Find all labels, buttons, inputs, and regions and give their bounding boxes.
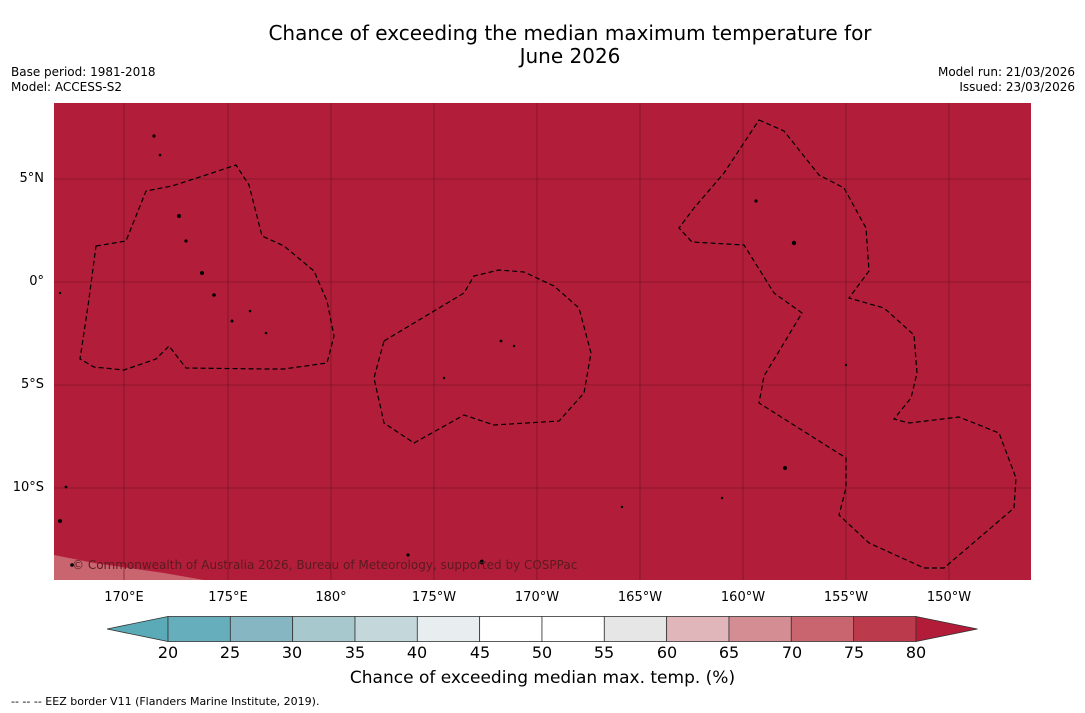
longitude-label-155w: 155°W	[823, 590, 869, 605]
eez-border-line-islands	[678, 119, 1017, 569]
colorbar-tick-80: 80	[905, 643, 927, 662]
colorbar-segment-75-80	[853, 616, 917, 642]
colorbar-tick-50: 50	[531, 643, 553, 662]
latitude-label-0: 0°	[29, 274, 44, 289]
issued-date: Issued: 23/03/2026	[959, 80, 1075, 94]
longitude-label-170w: 170°W	[514, 590, 560, 605]
eez-borders	[79, 119, 1017, 569]
colorbar-segment-70-75	[790, 616, 855, 642]
colorbar-tick-60: 60	[656, 643, 678, 662]
colorbar-segment-20-25	[167, 616, 231, 642]
colorbar-label: Chance of exceeding median max. temp. (%…	[349, 668, 736, 688]
colorbar-segment-25-30	[229, 616, 294, 642]
map-area	[54, 103, 1031, 580]
model-run: Model run: 21/03/2026	[937, 65, 1075, 79]
colorbar-tick-65: 65	[718, 643, 740, 662]
colorbar-tick-20: 20	[157, 643, 179, 662]
graticule	[54, 103, 1031, 580]
colorbar-tick-40: 40	[406, 643, 428, 662]
colorbar-segment-35-40	[354, 616, 418, 642]
meta-left: Base period: 1981-2018 Model: ACCESS-S2	[11, 65, 156, 95]
latitude-label-10s: 10°S	[12, 480, 44, 495]
colorbar-tick-55: 55	[593, 643, 615, 662]
colorbar-tick-45: 45	[469, 643, 491, 662]
longitude-label-175w: 175°W	[411, 590, 457, 605]
longitude-label-175e: 175°E	[208, 590, 248, 605]
colorbar	[107, 616, 978, 642]
colorbar-segment-65-70	[728, 616, 792, 642]
longitude-label-170e: 170°E	[104, 590, 144, 605]
colorbar-tick-70: 70	[781, 643, 803, 662]
longitude-label-165w: 165°W	[617, 590, 663, 605]
map-background	[54, 103, 1031, 580]
model-name: Model: ACCESS-S2	[11, 80, 123, 94]
meta-right: Model run: 21/03/2026 Issued: 23/03/2026	[938, 65, 1075, 95]
colorbar-over-extension	[915, 616, 978, 642]
latitude-label-5n: 5°N	[19, 171, 45, 186]
colorbar-tick-25: 25	[219, 643, 241, 662]
colorbar-segment-30-35	[292, 616, 356, 642]
lower-probability-patch	[54, 555, 204, 580]
colorbar-segment-45-50	[479, 616, 543, 642]
eez-footnote: -- -- -- EEZ border V11 (Flanders Marine…	[11, 695, 320, 708]
islands	[58, 134, 848, 567]
colorbar-tick-30: 30	[281, 643, 303, 662]
title-line-1: Chance of exceeding the median maximum t…	[268, 21, 872, 45]
title-line-2: June 2026	[519, 44, 621, 68]
longitude-label-180: 180°	[315, 590, 347, 605]
latitude-label-5s: 5°S	[20, 377, 44, 392]
colorbar-under-extension	[107, 616, 169, 642]
longitude-label-160w: 160°W	[720, 590, 766, 605]
colorbar-segment-55-60	[603, 616, 668, 642]
longitude-label-150w: 150°W	[926, 590, 972, 605]
colorbar-segments	[107, 616, 978, 642]
copyright-notice: © Commonwealth of Australia 2026, Bureau…	[72, 558, 578, 572]
map-title: Chance of exceeding the median maximum t…	[0, 22, 1085, 68]
colorbar-segment-50-55	[541, 616, 605, 642]
base-period: Base period: 1981-2018	[11, 65, 156, 79]
colorbar-segment-40-45	[416, 616, 481, 642]
colorbar-segment-60-65	[666, 616, 730, 642]
colorbar-tick-35: 35	[344, 643, 366, 662]
colorbar-tick-75: 75	[843, 643, 865, 662]
eez-border-kiribati-gilbert	[79, 164, 335, 371]
eez-border-phoenix-islands	[373, 269, 592, 444]
